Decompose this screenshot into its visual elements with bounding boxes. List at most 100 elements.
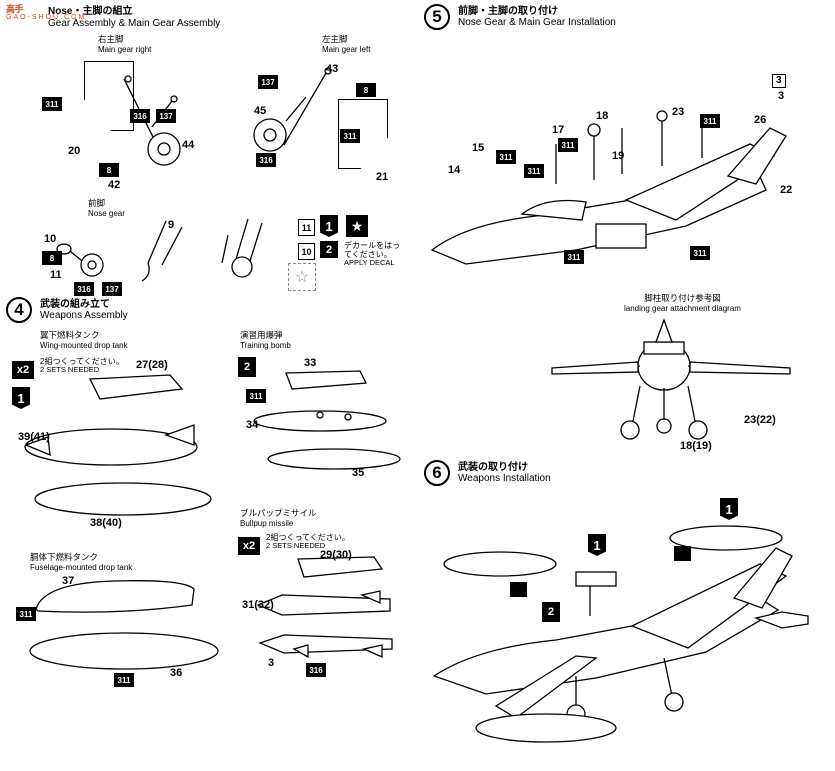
right-gear-ja: 右主脚 xyxy=(98,35,151,45)
step6-header: 6 武装の取り付け Weapons Installation xyxy=(424,460,814,486)
p42: 42 xyxy=(108,179,120,191)
tb-pylon xyxy=(266,369,376,399)
p10: 10 xyxy=(44,233,56,245)
fuselage-tank-en: Fuselage-mounted drop tank xyxy=(30,563,132,572)
lg-p23: 23(22) xyxy=(744,414,776,426)
wing-tank-bottom xyxy=(28,479,218,525)
right-gear-strut xyxy=(114,73,204,173)
aircraft-weapons xyxy=(426,498,812,758)
p311-a: 311 xyxy=(496,150,516,164)
bp-missile-top xyxy=(252,589,402,623)
p43: 43 xyxy=(326,63,338,75)
right-gear-en: Main gear right xyxy=(98,45,151,54)
step4-title-en: Weapons Assembly xyxy=(40,310,128,322)
bullpup-en: Bullpup missile xyxy=(240,519,317,528)
tb-body xyxy=(248,405,398,439)
step5-num: 5 xyxy=(424,4,450,30)
step4-header: 4 武装の組み立て Weapons Assembly xyxy=(6,297,406,323)
tb-body2 xyxy=(262,445,412,479)
p17: 17 xyxy=(552,124,564,136)
left-gear-ja: 左主脚 xyxy=(322,35,370,45)
paint-311b: 311 xyxy=(340,129,360,143)
wing-tank-ja: 翼下燃料タンク xyxy=(40,331,128,341)
star-outline-icon xyxy=(288,263,316,291)
left-column: Nose・主脚の組立 Gear Assembly & Main Gear Ass… xyxy=(6,4,406,767)
step3-diagram: 右主脚 Main gear right 311 316 137 8 20 42 … xyxy=(6,33,406,293)
aircraft-top xyxy=(426,74,814,294)
step5-title-en: Nose Gear & Main Gear Installation xyxy=(458,17,616,29)
training-bomb-ja: 演習用爆弾 xyxy=(240,331,291,341)
p31: 31(32) xyxy=(242,599,274,611)
paint-137b: 137 xyxy=(258,75,278,89)
flag2-c: 2 xyxy=(542,602,560,622)
p3-box: 3 xyxy=(772,74,786,88)
step5-diagram: 14 15 17 18 19 22 23 26 3 311 311 311 31… xyxy=(424,34,814,454)
paint-8c: 8 xyxy=(42,251,62,265)
p34: 34 xyxy=(246,419,258,431)
paint-311-ft: 311 xyxy=(16,607,36,621)
p35: 35 xyxy=(352,467,364,479)
training-bomb-en: Training bomb xyxy=(240,341,291,350)
decal-hint-en: APPLY DECAL xyxy=(344,259,406,268)
step6-title-en: Weapons Installation xyxy=(458,473,551,485)
x2-badge-a: x2 xyxy=(12,361,34,379)
nose-gear-assembly xyxy=(218,215,288,285)
paint-8a: 8 xyxy=(99,163,119,177)
lg-diagram-ja: 脚柱取り付け参考図 xyxy=(624,294,741,304)
decal-hint-ja: デカールをはってください。 xyxy=(344,241,406,259)
pylon-a xyxy=(50,373,200,413)
p20: 20 xyxy=(68,145,80,157)
paint-137: 137 xyxy=(156,109,176,123)
fuselage-tank-ja: 胴体下燃料タンク xyxy=(30,553,132,563)
p39: 39(41) xyxy=(18,431,50,443)
logo-sub: GAO-SHOU.COM xyxy=(6,14,86,21)
p33: 33 xyxy=(304,357,316,369)
flag1-d: 1 xyxy=(720,498,738,520)
flag-2-icon: 2 xyxy=(320,241,338,258)
aircraft-front xyxy=(544,318,804,448)
right-column: 5 前脚・主脚の取り付け Nose Gear & Main Gear Insta… xyxy=(424,4,814,767)
step4-num: 4 xyxy=(6,297,32,323)
p3: 3 xyxy=(778,90,784,102)
chip-a xyxy=(510,582,527,597)
paint-311-ft2: 311 xyxy=(114,673,134,687)
p311-d: 311 xyxy=(564,250,584,264)
p23: 23 xyxy=(672,106,684,118)
flag1-c: 1 xyxy=(588,534,606,556)
paint-316b: 316 xyxy=(256,153,276,167)
x2-badge-b: x2 xyxy=(238,537,260,555)
instruction-page: 高手 GAO-SHOU.COM Nose・主脚の組立 Gear Assembly… xyxy=(0,0,835,771)
p37: 37 xyxy=(62,575,74,587)
step4-diagram: 翼下燃料タンク Wing-mounted drop tank x2 2組つくって… xyxy=(6,327,406,767)
lg-p18: 18(19) xyxy=(680,440,712,452)
left-gear-en: Main gear left xyxy=(322,45,370,54)
p26: 26 xyxy=(754,114,766,126)
step6-title-ja: 武装の取り付け xyxy=(458,462,551,474)
p311-f: 311 xyxy=(700,114,720,128)
step4-title-ja: 武装の組み立て xyxy=(40,299,128,311)
p44: 44 xyxy=(182,139,194,151)
step6-diagram: 1 1 2 xyxy=(424,490,814,760)
p11: 11 xyxy=(50,269,62,281)
p9: 9 xyxy=(168,219,174,231)
p19: 19 xyxy=(612,150,624,162)
star-icon xyxy=(346,215,368,237)
p22: 22 xyxy=(780,184,792,196)
fus-tank-top xyxy=(24,575,204,625)
paint-8b: 8 xyxy=(356,83,376,97)
paint-311: 311 xyxy=(42,97,62,111)
p311-b: 311 xyxy=(524,164,544,178)
step6-num: 6 xyxy=(424,460,450,486)
step5-title-ja: 前脚・主脚の取り付け xyxy=(458,6,616,18)
p29: 29(30) xyxy=(320,549,352,561)
bp-missile-bot xyxy=(254,629,404,663)
p3-b: 3 xyxy=(268,657,274,669)
nose-gear-ja: 前脚 xyxy=(88,199,125,209)
p21: 21 xyxy=(376,171,388,183)
flag2-a: 2 xyxy=(238,357,256,377)
flag-1-icon: 1 xyxy=(320,215,338,237)
p36: 36 xyxy=(170,667,182,679)
wing-tank-en: Wing-mounted drop tank xyxy=(40,341,128,350)
p15: 15 xyxy=(472,142,484,154)
lg-diagram-en: landing gear attachment diagram xyxy=(624,304,741,313)
